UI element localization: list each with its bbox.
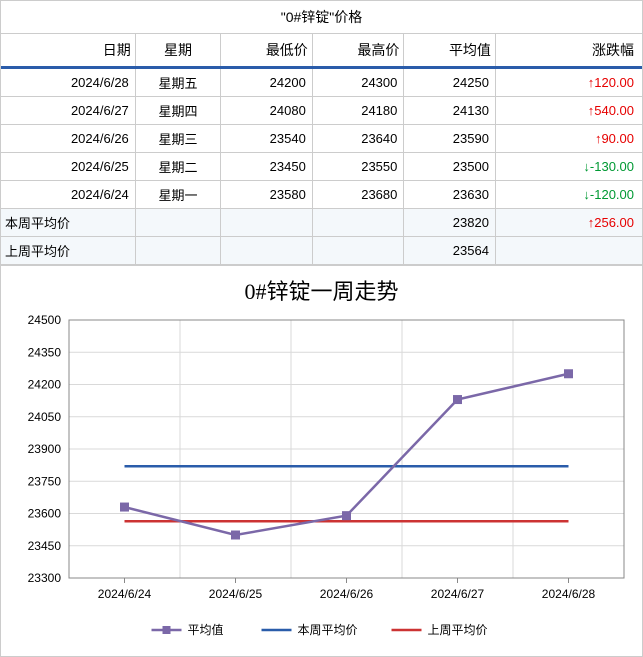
col-header-date: 日期 <box>1 34 135 68</box>
cell-date: 2024/6/25 <box>1 153 135 181</box>
col-header-avg: 平均值 <box>404 34 496 68</box>
arrow-up-icon: ↑ <box>595 131 602 146</box>
cell-date: 2024/6/28 <box>1 68 135 97</box>
arrow-down-icon: ↓ <box>583 159 590 174</box>
cell-empty <box>312 209 404 237</box>
cell-change: ↓-120.00 <box>495 181 642 209</box>
cell-avg: 24250 <box>404 68 496 97</box>
svg-text:24500: 24500 <box>28 313 62 327</box>
cell-change: ↑540.00 <box>495 97 642 125</box>
svg-text:2024/6/26: 2024/6/26 <box>320 587 374 601</box>
svg-text:23300: 23300 <box>28 571 62 585</box>
table-row: 2024/6/27星期四240802418024130↑540.00 <box>1 97 642 125</box>
svg-text:23450: 23450 <box>28 539 62 553</box>
trend-chart: 23300 23450 23600 23750 23900 24050 24200 24350… <box>9 308 634 648</box>
cell-date: 2024/6/24 <box>1 181 135 209</box>
table-row: 2024/6/25星期二234502355023500↓-130.00 <box>1 153 642 181</box>
cell-low: 23450 <box>221 153 313 181</box>
cell-empty <box>135 237 220 265</box>
cell-low: 24200 <box>221 68 313 97</box>
table-row: 2024/6/24星期一235802368023630↓-120.00 <box>1 181 642 209</box>
svg-text:24200: 24200 <box>28 378 62 392</box>
svg-text:2024/6/27: 2024/6/27 <box>431 587 485 601</box>
summary-label: 本周平均价 <box>1 209 135 237</box>
cell-high: 23550 <box>312 153 404 181</box>
cell-week: 星期一 <box>135 181 220 209</box>
col-header-low: 最低价 <box>221 34 313 68</box>
svg-text:23600: 23600 <box>28 507 62 521</box>
table-row: 2024/6/26星期三235402364023590↑90.00 <box>1 125 642 153</box>
cell-avg: 23590 <box>404 125 496 153</box>
cell-change: ↑256.00 <box>495 209 642 237</box>
svg-text:23750: 23750 <box>28 474 62 488</box>
chart-section: 0#锌锭一周走势 2330023450236002375023900240502… <box>1 265 642 656</box>
cell-low: 23540 <box>221 125 313 153</box>
cell-change <box>495 237 642 265</box>
col-header-week: 星期 <box>135 34 220 68</box>
summary-label: 上周平均价 <box>1 237 135 265</box>
col-header-high: 最高价 <box>312 34 404 68</box>
cell-week: 星期二 <box>135 153 220 181</box>
arrow-up-icon: ↑ <box>588 103 595 118</box>
svg-text:本周平均价: 本周平均价 <box>298 623 358 637</box>
price-table: 日期 星期 最低价 最高价 平均值 涨跌幅 2024/6/28星期五242002… <box>1 34 642 265</box>
cell-week: 星期五 <box>135 68 220 97</box>
cell-date: 2024/6/27 <box>1 97 135 125</box>
cell-high: 24180 <box>312 97 404 125</box>
svg-text:24350: 24350 <box>28 345 62 359</box>
cell-change: ↑90.00 <box>495 125 642 153</box>
svg-text:平均值: 平均值 <box>188 622 224 637</box>
cell-change: ↑120.00 <box>495 68 642 97</box>
svg-text:上周平均价: 上周平均价 <box>428 623 488 637</box>
cell-low: 24080 <box>221 97 313 125</box>
col-header-change: 涨跌幅 <box>495 34 642 68</box>
cell-avg: 23820 <box>404 209 496 237</box>
svg-text:2024/6/24: 2024/6/24 <box>98 587 152 601</box>
summary-row: 本周平均价 23820↑256.00 <box>1 209 642 237</box>
price-report: "0#锌锭"价格 日期 星期 最低价 最高价 平均值 涨跌幅 2024/6/28… <box>0 0 643 657</box>
cell-empty <box>221 209 313 237</box>
cell-date: 2024/6/26 <box>1 125 135 153</box>
cell-high: 24300 <box>312 68 404 97</box>
arrow-up-icon: ↑ <box>588 75 595 90</box>
cell-empty <box>135 209 220 237</box>
arrow-down-icon: ↓ <box>583 187 590 202</box>
cell-change: ↓-130.00 <box>495 153 642 181</box>
cell-avg: 23500 <box>404 153 496 181</box>
cell-avg: 23630 <box>404 181 496 209</box>
arrow-up-icon: ↑ <box>588 215 595 230</box>
cell-empty <box>312 237 404 265</box>
cell-low: 23580 <box>221 181 313 209</box>
cell-week: 星期四 <box>135 97 220 125</box>
cell-high: 23640 <box>312 125 404 153</box>
cell-avg: 23564 <box>404 237 496 265</box>
cell-high: 23680 <box>312 181 404 209</box>
svg-text:2024/6/25: 2024/6/25 <box>209 587 263 601</box>
table-row: 2024/6/28星期五242002430024250↑120.00 <box>1 68 642 97</box>
cell-avg: 24130 <box>404 97 496 125</box>
svg-text:2024/6/28: 2024/6/28 <box>542 587 596 601</box>
cell-week: 星期三 <box>135 125 220 153</box>
cell-empty <box>221 237 313 265</box>
table-header-row: 日期 星期 最低价 最高价 平均值 涨跌幅 <box>1 34 642 68</box>
svg-text:23900: 23900 <box>28 442 62 456</box>
summary-row: 上周平均价 23564 <box>1 237 642 265</box>
chart-title: 0#锌锭一周走势 <box>9 270 634 308</box>
report-title: "0#锌锭"价格 <box>1 1 642 34</box>
svg-text:24050: 24050 <box>28 410 62 424</box>
